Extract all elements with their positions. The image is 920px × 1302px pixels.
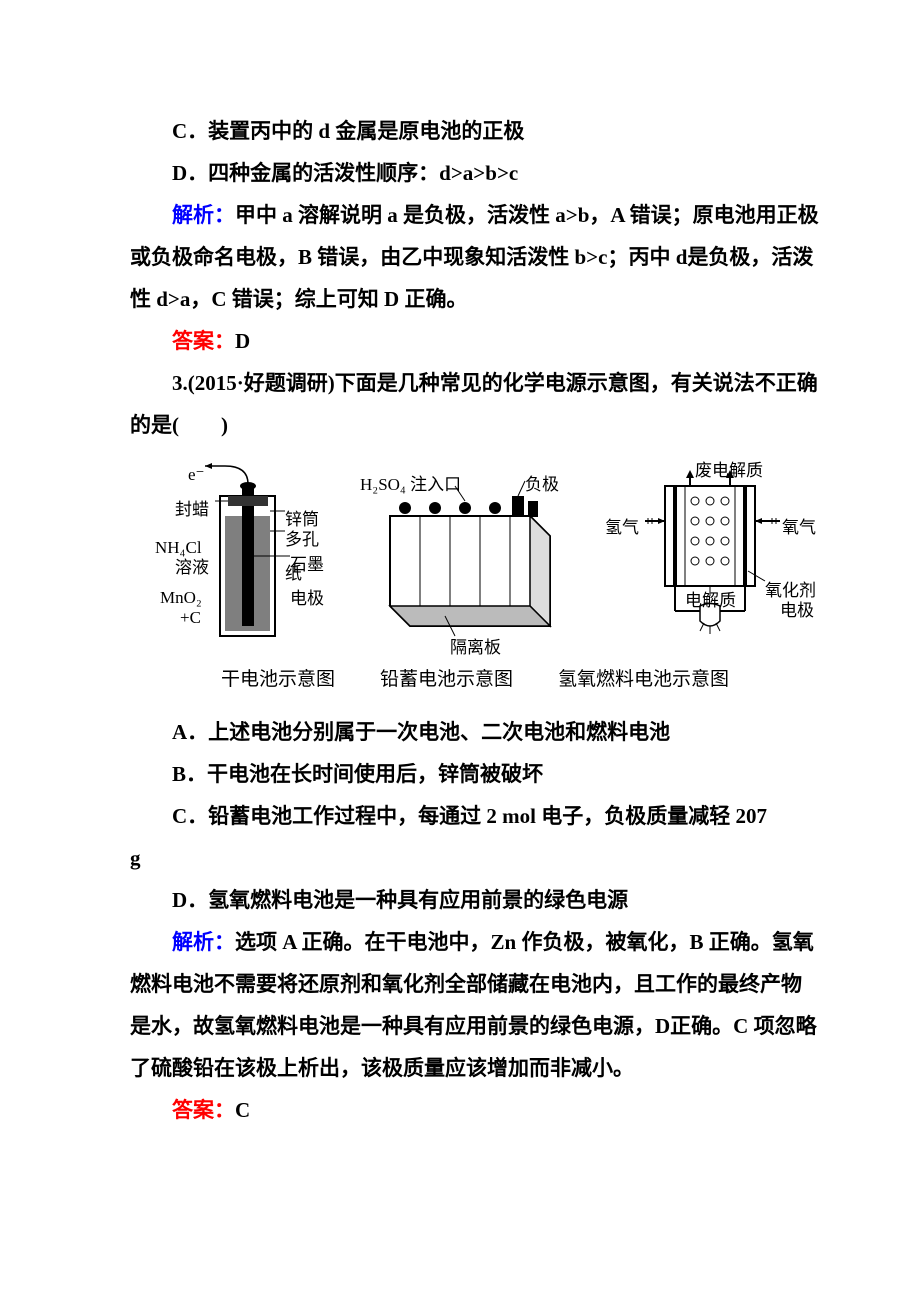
- lead-battery-figure: H₂SO₄ 注入口 负极 隔离板: [350, 456, 580, 656]
- rongye-label: 溶液: [175, 551, 209, 585]
- answer-label: 答案：: [172, 329, 235, 353]
- q3-prefix: 3.(2015·好题调研): [172, 371, 335, 395]
- shimo-label: 石墨电极: [290, 548, 330, 616]
- feidianjie-label: 废电解质: [695, 454, 763, 488]
- option-b-q3: B．干电池在长时间使用后，锌筒被破坏: [130, 753, 820, 795]
- yangqi-label: 氧气: [782, 511, 816, 545]
- plusc-label: +C: [180, 601, 201, 635]
- dianjiezhi-label: 电解质: [685, 584, 736, 618]
- qingqi-label: 氢气: [605, 511, 639, 545]
- analysis-label: 解析：: [172, 203, 235, 227]
- fengla-label: 封蜡: [175, 493, 209, 527]
- option-c-q3-line2: g: [130, 837, 820, 879]
- analysis-q3: 解析：选项 A 正确。在干电池中，Zn 作负极，被氧化，B 正确。氢氧燃料电池不…: [130, 921, 820, 1089]
- h2so4-label: H₂SO₄ 注入口: [360, 468, 461, 502]
- option-a-q3: A．上述电池分别属于一次电池、二次电池和燃料电池: [130, 711, 820, 753]
- option-c-q3-line1: C．铅蓄电池工作过程中，每通过 2 mol 电子，负极质量减轻 207: [130, 795, 820, 837]
- caption3: 氢氧燃料电池示意图: [558, 661, 729, 699]
- dianji-label: 电极: [780, 594, 814, 628]
- fuji-label: 负极: [525, 468, 559, 502]
- analysis-q2: 解析：甲中 a 溶解说明 a 是负极，活泼性 a>b，A 错误；原电池用正极或负…: [130, 194, 820, 320]
- option-c-q2: C．装置丙中的 d 金属是原电池的正极: [130, 110, 820, 152]
- question-3: 3.(2015·好题调研)下面是几种常见的化学电源示意图，有关说法不正确的是( …: [130, 362, 820, 446]
- figures-row: e⁻ 封蜡 NH₄Cl 溶液 MnO₂ +C 锌筒 多孔纸 石墨电极: [130, 456, 820, 656]
- answer-q3: 答案：C: [130, 1089, 820, 1131]
- answer-value: D: [235, 329, 250, 353]
- geliban-label: 隔离板: [450, 631, 501, 665]
- option-d-q2: D．四种金属的活泼性顺序：d>a>b>c: [130, 152, 820, 194]
- page-container: C．装置丙中的 d 金属是原电池的正极 D．四种金属的活泼性顺序：d>a>b>c…: [0, 0, 920, 1302]
- caption-row: 干电池示意图 铅蓄电池示意图 氢氧燃料电池示意图: [130, 661, 820, 699]
- answer-q2: 答案：D: [130, 320, 820, 362]
- answer-label-3: 答案：: [172, 1098, 235, 1122]
- option-d-q3: D．氢氧燃料电池是一种具有应用前景的绿色电源: [130, 879, 820, 921]
- dry-cell-figure: e⁻ 封蜡 NH₄Cl 溶液 MnO₂ +C 锌筒 多孔纸 石墨电极: [130, 456, 330, 656]
- answer-value-3: C: [235, 1098, 250, 1122]
- caption2: 铅蓄电池示意图: [380, 661, 513, 699]
- analysis-label-3: 解析：: [172, 930, 235, 954]
- caption1: 干电池示意图: [221, 661, 335, 699]
- fuel-cell-figure: 废电解质 氢气 氧气 电解质 氧化剂 电极: [600, 456, 820, 656]
- e-minus-label: e⁻: [188, 458, 205, 492]
